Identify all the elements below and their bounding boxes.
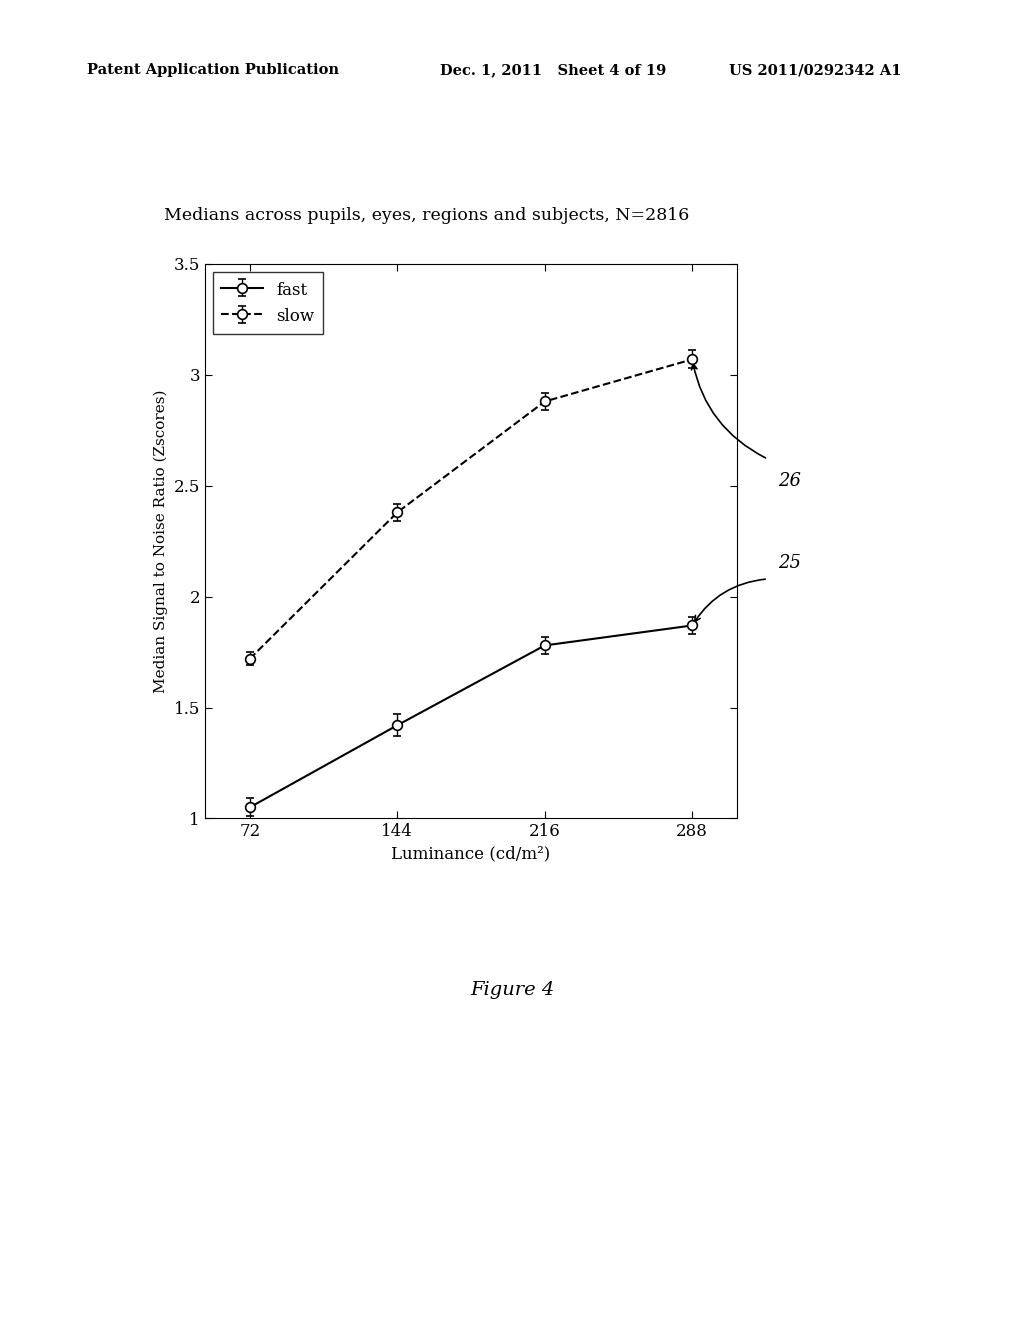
Text: 25: 25 (778, 554, 801, 573)
Text: Medians across pupils, eyes, regions and subjects, N=2816: Medians across pupils, eyes, regions and… (164, 207, 689, 224)
Text: Patent Application Publication: Patent Application Publication (87, 63, 339, 78)
Text: Figure 4: Figure 4 (470, 981, 554, 999)
Y-axis label: Median Signal to Noise Ratio (Zscores): Median Signal to Noise Ratio (Zscores) (154, 389, 168, 693)
Legend: fast, slow: fast, slow (213, 272, 323, 334)
X-axis label: Luminance (cd/m²): Luminance (cd/m²) (391, 846, 551, 863)
Text: Dec. 1, 2011   Sheet 4 of 19: Dec. 1, 2011 Sheet 4 of 19 (440, 63, 667, 78)
Text: US 2011/0292342 A1: US 2011/0292342 A1 (729, 63, 901, 78)
Text: 26: 26 (778, 473, 801, 490)
